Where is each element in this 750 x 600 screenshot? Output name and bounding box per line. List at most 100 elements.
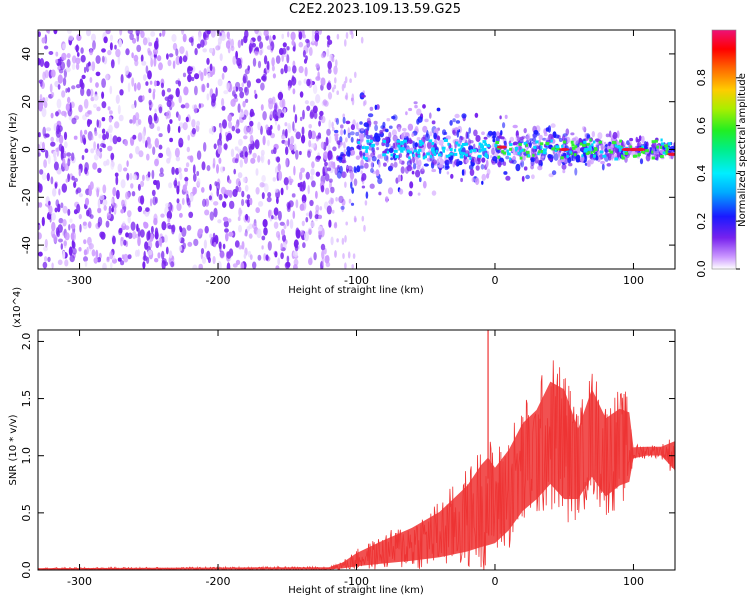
heatmap-cell	[249, 120, 254, 127]
heatmap-cell	[150, 57, 154, 68]
heatmap-cell	[75, 63, 80, 70]
heatmap-cell	[291, 193, 296, 198]
heatmap-cell	[460, 155, 463, 158]
heatmap-cell	[239, 112, 245, 118]
heatmap-cell	[228, 121, 232, 129]
heatmap-cell	[445, 135, 451, 140]
heatmap-cell	[316, 155, 321, 160]
heatmap-cell	[234, 146, 239, 151]
heatmap-cell	[554, 134, 560, 139]
heatmap-cell	[562, 169, 566, 174]
heatmap-cell	[246, 199, 251, 208]
heatmap-cell	[39, 169, 44, 175]
heatmap-cell	[178, 232, 182, 243]
heatmap-cell	[101, 55, 105, 63]
heatmap-cell	[597, 132, 603, 140]
heatmap-cell	[431, 142, 435, 145]
heatmap-cell	[293, 165, 296, 176]
heatmap-cell	[321, 257, 325, 266]
heatmap-cell	[114, 172, 119, 178]
heatmap-cell	[209, 183, 212, 191]
heatmap-cell	[511, 159, 517, 165]
heatmap-cell	[281, 135, 286, 140]
heatmap-cell	[206, 93, 210, 101]
heatmap-cell	[393, 161, 398, 168]
heatmap-cell	[313, 252, 317, 261]
heatmap-cell	[469, 168, 475, 176]
heatmap-cell	[260, 156, 263, 162]
heatmap-cell	[574, 167, 578, 176]
heatmap-cell	[244, 184, 249, 192]
heatmap-cell	[189, 155, 194, 163]
heatmap-cell	[63, 131, 68, 141]
heatmap-cell	[325, 187, 330, 195]
heatmap-cell	[291, 39, 295, 46]
heatmap-cell	[502, 161, 507, 166]
heatmap-cell	[192, 264, 198, 269]
heatmap-cell	[315, 171, 321, 177]
heatmap-cell	[166, 53, 169, 60]
heatmap-cell	[160, 82, 164, 89]
heatmap-cell	[338, 155, 343, 163]
heatmap-cell	[621, 156, 625, 160]
heatmap-cell	[417, 159, 422, 167]
heatmap-cell	[222, 65, 228, 73]
heatmap-cell	[201, 161, 206, 171]
bottom-y-tick-label: 0.0	[20, 561, 33, 579]
heatmap-cell	[356, 165, 361, 173]
heatmap-cell	[361, 215, 365, 222]
heatmap-cell	[311, 161, 315, 169]
heatmap-cell	[422, 180, 427, 189]
heatmap-cell	[478, 142, 482, 146]
heatmap-cell	[491, 147, 495, 155]
heatmap-cell	[207, 72, 211, 79]
heatmap-cell	[624, 152, 629, 155]
heatmap-cell	[281, 228, 285, 236]
heatmap-cell	[151, 169, 155, 180]
colorbar-tick-label: 0.4	[695, 165, 708, 183]
heatmap-cell	[556, 147, 561, 151]
heatmap-cell	[585, 151, 589, 155]
heatmap-cell	[341, 171, 347, 178]
heatmap-cell	[203, 142, 207, 152]
heatmap-cell	[53, 150, 56, 158]
heatmap-cell	[280, 68, 284, 75]
heatmap-cell	[365, 134, 371, 140]
heatmap-cell	[262, 73, 267, 82]
heatmap-cell	[154, 258, 159, 263]
heatmap-cell	[397, 126, 401, 133]
heatmap-cell	[332, 146, 337, 152]
heatmap-cell	[58, 238, 63, 243]
heatmap-cell	[487, 130, 493, 136]
heatmap-cell	[408, 156, 411, 160]
heatmap-cell	[318, 214, 322, 220]
heatmap-cell	[293, 143, 297, 152]
heatmap-cell	[243, 35, 248, 44]
heatmap-cell	[363, 224, 366, 232]
heatmap-cell	[468, 127, 472, 134]
colorbar-tick-label: 0.8	[695, 69, 708, 87]
heatmap-cell	[158, 133, 163, 138]
heatmap-cell	[80, 47, 84, 54]
heatmap-cell	[301, 200, 307, 211]
heatmap-cell	[145, 207, 150, 213]
heatmap-cell	[432, 150, 435, 154]
heatmap-cell	[390, 157, 393, 161]
heatmap-cell	[219, 53, 223, 61]
heatmap-cell	[58, 188, 61, 196]
heatmap-cell	[41, 172, 47, 181]
heatmap-cell	[299, 171, 303, 181]
heatmap-cell	[482, 147, 487, 151]
heatmap-cell	[307, 150, 311, 158]
heatmap-cell	[166, 210, 173, 220]
heatmap-cell	[261, 192, 265, 200]
heatmap-cell	[272, 34, 276, 40]
heatmap-cell	[101, 48, 106, 53]
heatmap-cell	[422, 104, 426, 109]
heatmap-cell	[411, 133, 415, 137]
heatmap-cell	[257, 60, 262, 69]
heatmap-cell	[660, 138, 663, 142]
heatmap-cell	[55, 59, 59, 64]
heatmap-cell	[156, 180, 160, 190]
heatmap-cell	[109, 85, 113, 95]
